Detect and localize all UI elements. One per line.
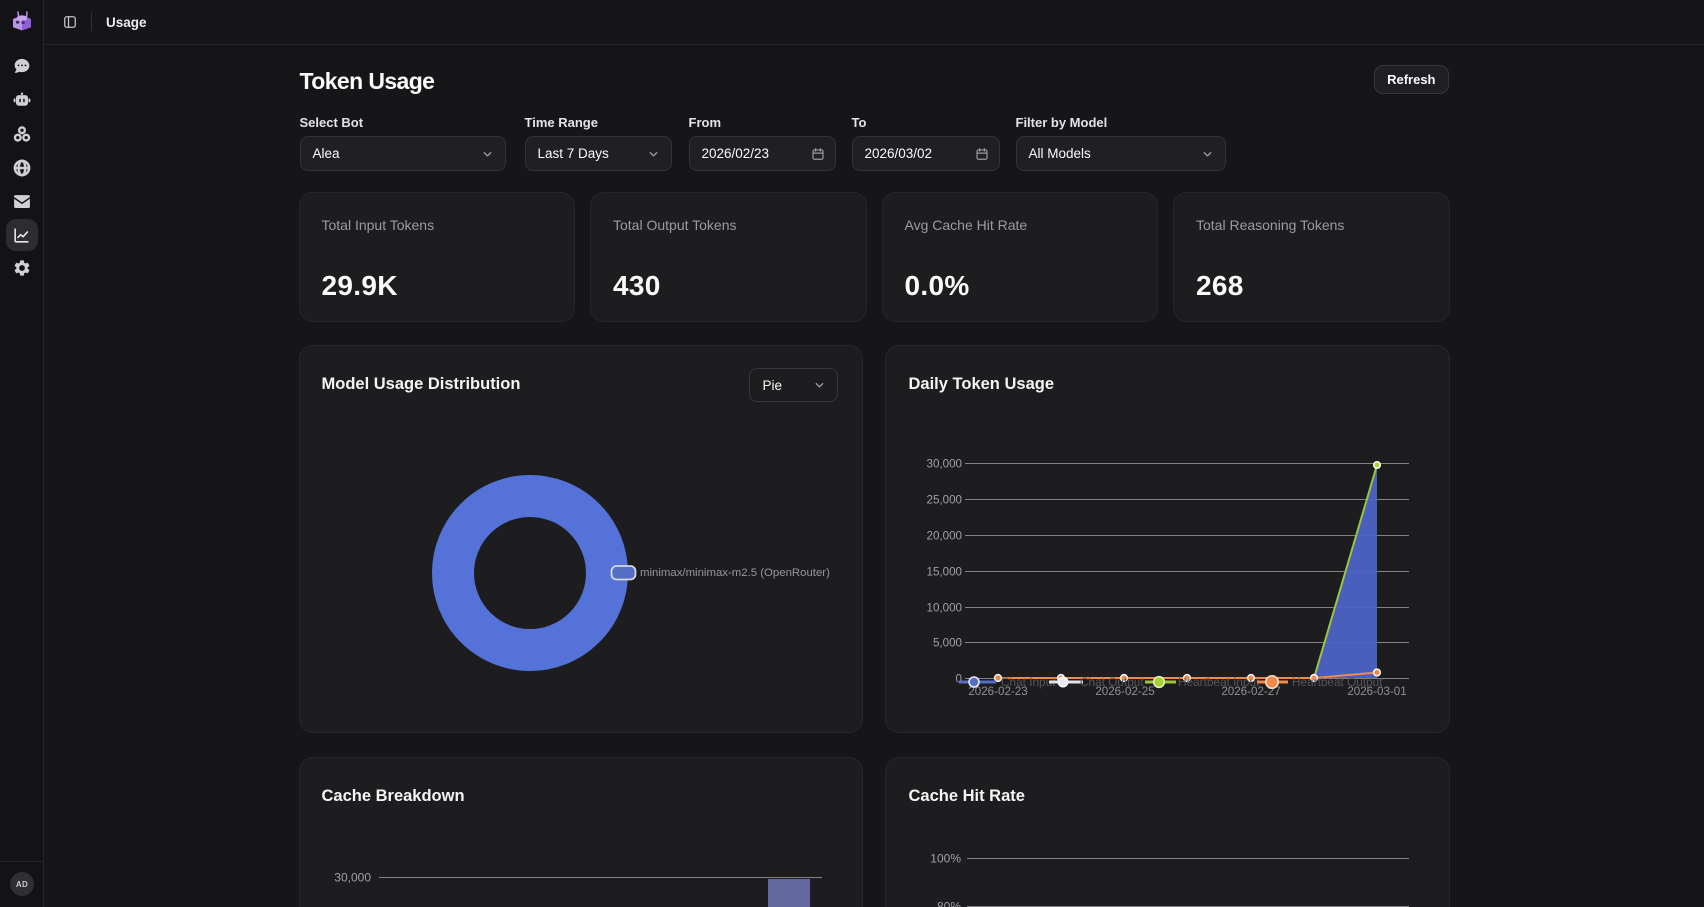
svg-text:25,000: 25,000 <box>926 494 961 507</box>
svg-text:80%: 80% <box>936 900 960 907</box>
svg-text:2026-03-01: 2026-03-01 <box>1347 685 1406 698</box>
svg-text:5,000: 5,000 <box>932 637 961 650</box>
svg-text:Chat Output: Chat Output <box>1080 675 1144 689</box>
svg-text:2026-02-23: 2026-02-23 <box>968 685 1027 698</box>
svg-text:20,000: 20,000 <box>926 530 961 543</box>
svg-text:2026-02-27: 2026-02-27 <box>1221 685 1280 698</box>
svg-text:Heartbeat Output: Heartbeat Output <box>1292 675 1383 689</box>
svg-text:0: 0 <box>955 673 961 686</box>
svg-text:2026-02-25: 2026-02-25 <box>1095 685 1154 698</box>
svg-text:30,000: 30,000 <box>334 871 371 885</box>
svg-text:15,000: 15,000 <box>926 566 961 579</box>
svg-text:minimax/minimax-m2.5 (OpenRout: minimax/minimax-m2.5 (OpenRouter) <box>640 567 830 579</box>
svg-text:Chat Input: Chat Input <box>1001 675 1056 689</box>
svg-text:30,000: 30,000 <box>926 458 961 471</box>
svg-text:Heartbeat Input: Heartbeat Input <box>1178 675 1260 689</box>
svg-text:10,000: 10,000 <box>926 602 961 615</box>
svg-text:100%: 100% <box>930 852 961 866</box>
svg-text:25,000: 25,000 <box>334 905 371 907</box>
